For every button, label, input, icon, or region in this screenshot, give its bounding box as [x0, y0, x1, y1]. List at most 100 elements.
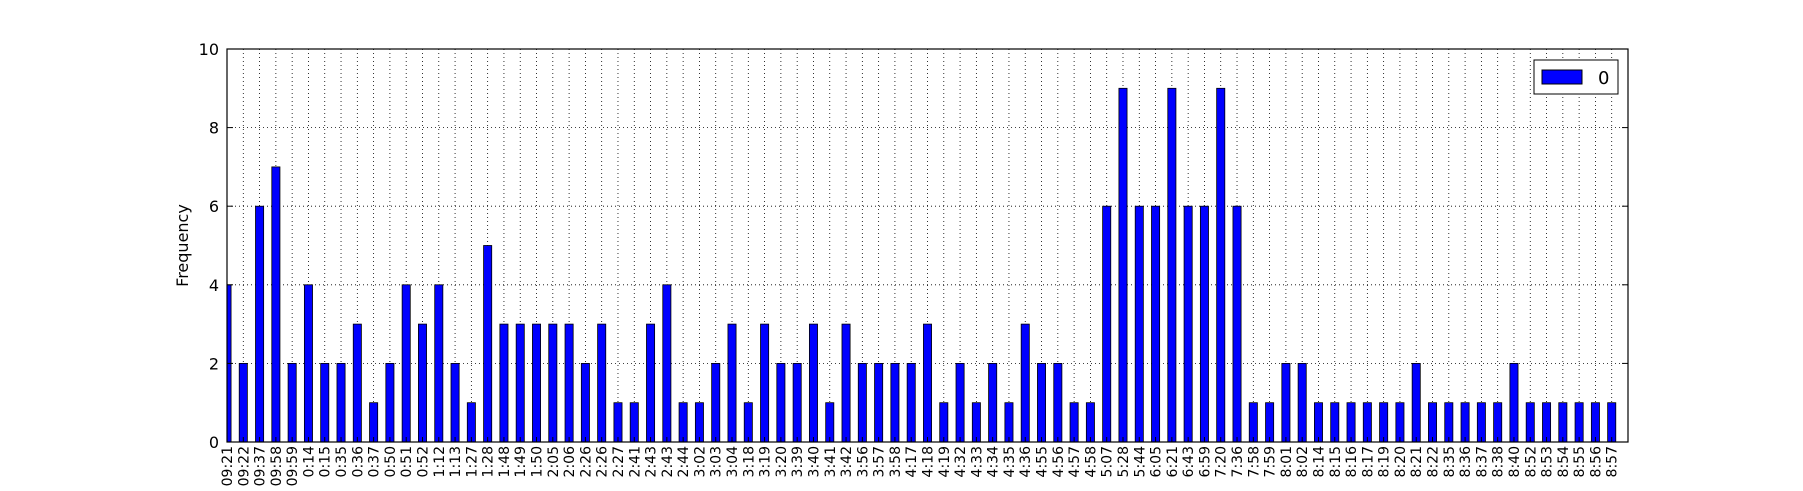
x-tick-label: 1:12 [432, 446, 448, 477]
bar [238, 362, 248, 442]
bar [1525, 402, 1535, 442]
y-tick-label: 6 [209, 197, 219, 216]
bar [923, 323, 932, 442]
x-tick-label: 0:37 [367, 446, 383, 477]
x-tick-label: 6:59 [1197, 446, 1213, 477]
bar [352, 323, 362, 442]
x-tick-label: 6:05 [1149, 446, 1165, 477]
bar [1379, 402, 1389, 442]
x-tick-label: 2:26 [578, 446, 594, 478]
x-tick-label: 3:20 [774, 446, 790, 477]
bar [1004, 402, 1014, 442]
x-tick-label: 1:13 [448, 446, 464, 477]
bar [580, 362, 590, 442]
x-tick-label: 4:57 [1067, 446, 1083, 477]
bar [434, 284, 444, 442]
bar [1428, 402, 1437, 442]
bar [303, 284, 313, 442]
x-tick-label: 8:15 [1328, 446, 1344, 477]
bar [1281, 362, 1291, 442]
bar [255, 205, 265, 442]
x-tick-label: 4:36 [1018, 446, 1034, 478]
bar [939, 402, 949, 442]
bar [564, 323, 574, 442]
x-tick-label: 8:38 [1491, 446, 1507, 477]
x-tick-label: 3:03 [709, 446, 725, 477]
x-tick-label: 4:34 [986, 446, 1002, 478]
bar [1314, 402, 1323, 442]
x-tick-label: 1:49 [513, 446, 529, 477]
bar [369, 402, 379, 442]
x-tick-label: 8:19 [1377, 446, 1393, 477]
x-tick-label: 4:32 [953, 446, 969, 477]
bar [629, 402, 639, 442]
x-tick-label: 5:07 [1100, 446, 1116, 477]
x-tick-label: 09:58 [269, 446, 285, 486]
x-tick-label: 1:50 [530, 446, 546, 477]
bar [1362, 402, 1372, 442]
bar [548, 323, 558, 442]
x-tick-label: 8:37 [1474, 446, 1490, 477]
x-tick-label: 8:21 [1409, 446, 1425, 477]
bar [906, 362, 916, 442]
x-tick-label: 8:40 [1507, 446, 1523, 477]
bar [1574, 402, 1584, 442]
x-tick-label: 4:55 [1035, 446, 1051, 477]
bar [1265, 402, 1275, 442]
bar [1476, 402, 1486, 442]
x-tick-label: 8:52 [1523, 446, 1539, 477]
bar [711, 362, 721, 442]
x-tick-label: 3:57 [872, 446, 888, 477]
bar [1411, 362, 1421, 442]
bar [532, 323, 541, 442]
x-tick-label: 7:36 [1230, 446, 1246, 478]
bar [841, 323, 851, 442]
x-tick-label: 8:56 [1588, 446, 1604, 478]
bar [1493, 402, 1503, 442]
bar [1330, 402, 1340, 442]
bar [466, 402, 476, 442]
x-tick-label: 09:59 [285, 446, 301, 486]
x-tick-label: 3:19 [758, 446, 774, 477]
x-tick-label: 09:21 [220, 446, 236, 486]
x-tick-label: 2:05 [546, 446, 562, 477]
bar [808, 323, 818, 442]
x-tick-label: 8:20 [1393, 446, 1409, 477]
bar [1395, 402, 1405, 442]
x-tick-label: 2:44 [676, 446, 692, 478]
bar [385, 362, 395, 442]
bar [1607, 402, 1617, 442]
bar [890, 362, 900, 442]
y-tick-label: 8 [209, 119, 219, 138]
bar [792, 362, 802, 442]
bar [450, 362, 460, 442]
x-tick-label: 7:20 [1214, 446, 1230, 477]
bar [988, 362, 998, 442]
x-tick-label: 8:22 [1426, 446, 1442, 477]
x-tick-label: 2:26 [595, 446, 611, 478]
x-tick-label: 3:41 [823, 446, 839, 477]
bar [1460, 402, 1470, 442]
x-tick-label: 1:28 [481, 446, 497, 477]
bar [597, 323, 607, 442]
bar [483, 245, 493, 442]
bar [1102, 205, 1112, 442]
bar [1590, 402, 1600, 442]
x-tick-label: 0:35 [334, 446, 350, 477]
x-tick-label: 7:59 [1263, 446, 1279, 477]
x-tick-label: 1:48 [497, 446, 513, 477]
bar [1020, 323, 1030, 442]
x-tick-label: 8:57 [1605, 446, 1621, 477]
x-tick-label: 3:58 [888, 446, 904, 477]
bar [401, 284, 411, 442]
legend: 0 [1533, 59, 1619, 95]
y-tick-label: 0 [209, 433, 219, 452]
bar [1346, 402, 1356, 442]
x-tick-label: 5:28 [1116, 446, 1132, 477]
y-tick-label: 2 [209, 354, 219, 373]
bar [1167, 87, 1177, 442]
bar [1037, 362, 1047, 442]
x-axis: 09:21 09:22 09:37 09:58 09:59 0:14 0:15 0:35 0:3… [220, 437, 1621, 486]
x-tick-label: 0:15 [318, 446, 334, 477]
x-tick-label: 2:41 [627, 446, 643, 477]
